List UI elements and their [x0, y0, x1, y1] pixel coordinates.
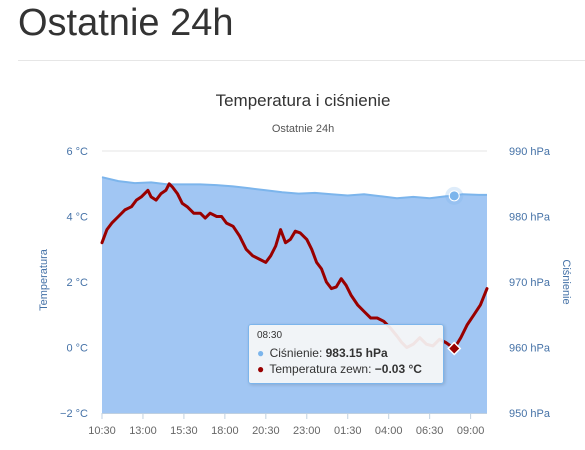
x-tick-label: 04:00 — [375, 425, 403, 437]
pressure-dot-icon: ● — [257, 346, 265, 360]
y-left-tick-label: 4 °C — [66, 212, 88, 224]
x-tick-label: 23:00 — [293, 425, 321, 437]
tooltip-temperature-name: Temperatura zewn — [269, 362, 369, 376]
chart-tooltip: 08:30 ● Ciśnienie: 983.15 hPa ● Temperat… — [248, 324, 444, 384]
chart-title: Temperatura i ciśnienie — [216, 91, 391, 110]
y-left-tick-label: −2 °C — [60, 408, 88, 420]
page-title: Ostatnie 24h — [18, 2, 234, 44]
temperature-dot-icon: ● — [257, 362, 265, 376]
y-left-tick-label: 0 °C — [66, 343, 88, 355]
y-axis-right-label: Ciśnienie — [560, 259, 572, 304]
y-left-tick-label: 6 °C — [66, 146, 88, 158]
x-tick-label: 20:30 — [252, 425, 280, 437]
temperature-pressure-chart[interactable]: Temperatura i ciśnienie Ostatnie 24h Tem… — [0, 64, 585, 450]
x-tick-label: 13:00 — [129, 425, 157, 437]
y-right-tick-label: 980 hPa — [509, 212, 551, 224]
x-tick-label: 01:30 — [334, 425, 362, 437]
title-divider — [18, 60, 585, 61]
y-right-tick-label: 960 hPa — [509, 343, 551, 355]
x-tick-label: 18:00 — [211, 425, 239, 437]
y-right-tick-label: 990 hPa — [509, 146, 551, 158]
chart-subtitle: Ostatnie 24h — [272, 123, 334, 135]
y-right-tick-label: 950 hPa — [509, 408, 551, 420]
tooltip-row-temperature: ● Temperatura zewn: −0.03 °C — [257, 362, 422, 376]
x-tick-label: 10:30 — [88, 425, 116, 437]
x-tick-label: 09:00 — [457, 425, 485, 437]
y-right-tick-label: 970 hPa — [509, 277, 551, 289]
y-axis-left-label: Temperatura — [38, 248, 50, 311]
y-left-tick-label: 2 °C — [66, 277, 88, 289]
tooltip-pressure-name: Ciśnienie — [269, 346, 319, 360]
tooltip-pressure-value: 983.15 hPa — [325, 346, 388, 360]
tooltip-row-pressure: ● Ciśnienie: 983.15 hPa — [257, 346, 388, 360]
tooltip-header: 08:30 — [257, 330, 283, 341]
pressure-hover-marker — [448, 190, 460, 202]
x-tick-label: 06:30 — [416, 425, 444, 437]
tooltip-temperature-value: −0.03 °C — [374, 362, 422, 376]
x-tick-label: 15:30 — [170, 425, 198, 437]
temperature-hover-marker — [447, 341, 462, 356]
